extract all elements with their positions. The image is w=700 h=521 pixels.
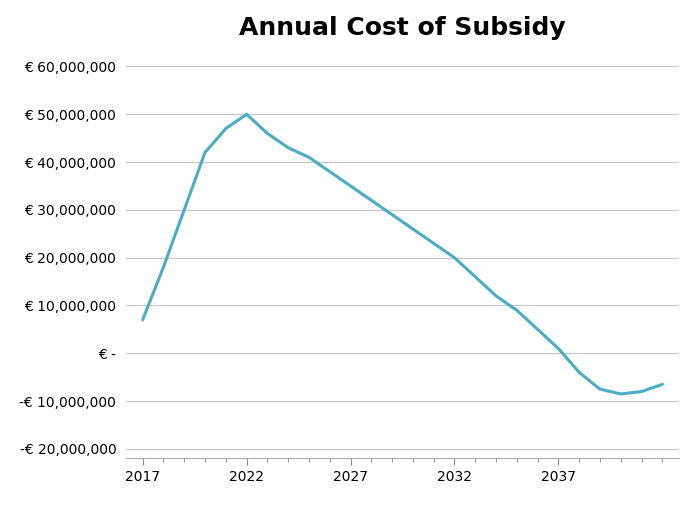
Title: Annual Cost of Subsidy: Annual Cost of Subsidy xyxy=(239,17,566,41)
